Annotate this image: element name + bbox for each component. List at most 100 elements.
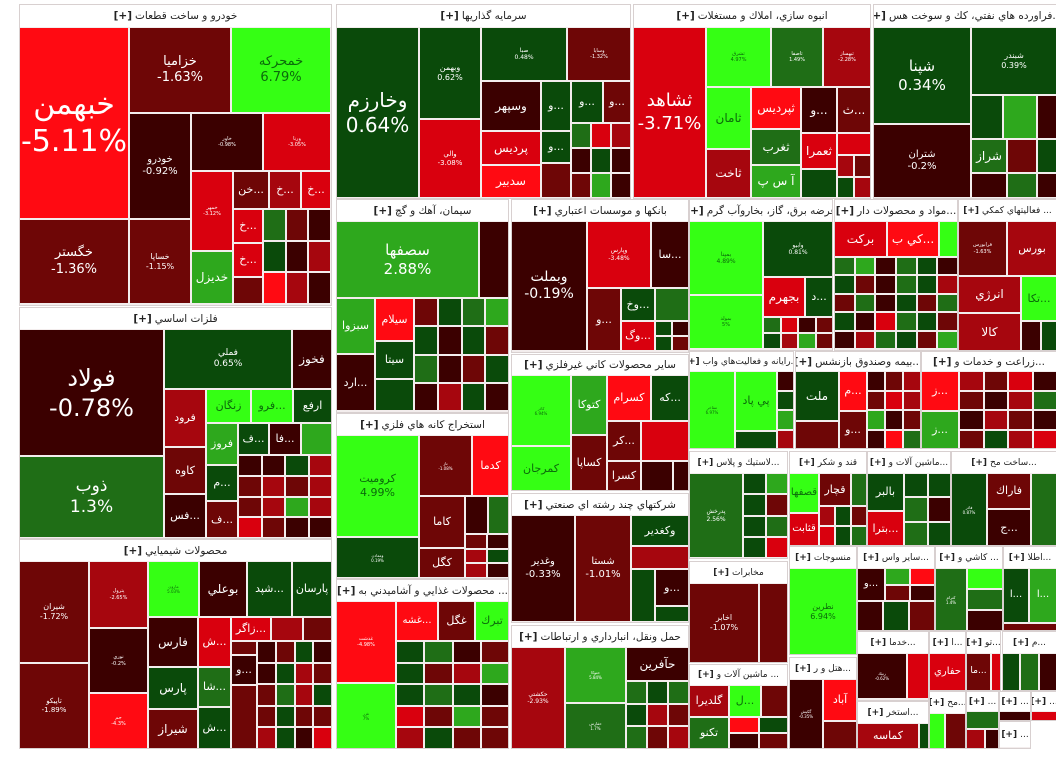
stock-tile[interactable]: والي -3.08% [420,120,480,197]
stock-tile[interactable] [858,602,882,630]
stock-tile[interactable]: فملي 0.65% [165,330,291,388]
stock-tile[interactable] [239,518,261,537]
stock-tile[interactable]: ...شپد [248,562,291,616]
stock-tile[interactable] [234,278,262,303]
stock-tile[interactable]: كسرا [608,462,640,490]
stock-tile[interactable]: وابيو 0.81% [764,222,832,276]
expand-sector-button[interactable]: [+] [971,457,988,468]
expand-sector-button[interactable]: [+] [939,552,956,563]
stock-tile[interactable] [264,273,285,303]
stock-tile[interactable] [799,318,815,332]
stock-tile[interactable]: ...ل [730,686,760,716]
stock-tile[interactable] [310,518,331,537]
sector-header[interactable]: انبوه سازي، املاك و مستغلات [+] [634,5,870,27]
stock-tile[interactable] [824,722,856,748]
stock-tile[interactable] [835,332,854,348]
expand-sector-button[interactable]: [+] [524,359,543,371]
stock-tile[interactable] [904,431,920,448]
stock-tile[interactable]: ...و [604,82,630,122]
stock-tile[interactable]: شيران -1.72% [20,562,88,662]
expand-sector-button[interactable]: [+] [869,457,886,468]
expand-sector-button[interactable]: [+] [697,457,714,468]
stock-tile[interactable]: سبزوا [337,299,374,353]
stock-tile[interactable] [314,642,331,662]
stock-tile[interactable] [286,477,308,496]
stock-tile[interactable] [425,685,452,705]
stock-tile[interactable]: حتوكا 5.84% [566,648,625,702]
sector-header[interactable]: ...ساخت مح [+] [952,452,1056,473]
stock-tile[interactable] [835,295,854,311]
stock-tile[interactable]: شبندر 0.39% [972,28,1056,94]
stock-tile[interactable] [466,497,487,533]
stock-tile[interactable] [767,517,787,536]
stock-tile[interactable] [542,164,570,197]
stock-tile[interactable] [876,295,895,311]
stock-tile[interactable]: ...د [806,278,832,316]
stock-tile[interactable] [296,642,312,662]
expand-sector-button[interactable]: [+] [1013,637,1029,648]
sector-header[interactable]: ...استخر [+] [858,702,928,723]
stock-tile[interactable] [310,477,331,496]
stock-tile[interactable] [1008,174,1036,197]
stock-tile[interactable]: كاذر 6.94% [512,376,570,445]
stock-tile[interactable] [632,547,688,568]
stock-tile[interactable]: بوعلي [200,562,246,616]
stock-tile[interactable] [263,477,284,496]
stock-tile[interactable] [486,327,508,354]
stock-tile[interactable] [482,728,508,748]
stock-tile[interactable]: وخارزم 0.64% [337,28,418,197]
expand-sector-button[interactable]: [+] [519,630,538,643]
stock-tile[interactable]: ...و [542,82,570,130]
stock-tile[interactable] [736,432,776,448]
stock-tile[interactable]: ...م [207,466,237,500]
stock-tile[interactable]: حآفرين [627,648,688,680]
stock-tile[interactable] [938,276,957,293]
stock-tile[interactable]: ...بترا [868,512,903,545]
stock-tile[interactable] [868,431,884,448]
sector-header[interactable]: ...[+] [1032,692,1056,711]
stock-tile[interactable]: ...و [232,656,256,684]
stock-tile[interactable] [886,372,902,390]
sector-header[interactable]: ...لاستيك و پلاس [+] [690,452,787,473]
expand-sector-button[interactable]: [+] [794,663,811,674]
stock-tile[interactable]: ...خ [234,244,262,276]
stock-tile[interactable] [918,258,936,274]
stock-tile[interactable]: ...كر [608,422,640,460]
stock-tile[interactable] [744,495,765,515]
stock-tile[interactable] [397,685,423,705]
expand-sector-button[interactable]: [+] [133,312,152,325]
stock-tile[interactable] [627,705,646,725]
stock-tile[interactable] [592,149,610,172]
stock-tile[interactable] [911,586,934,600]
stock-tile[interactable] [314,664,331,683]
stock-tile[interactable]: خديزل [192,252,232,303]
expand-sector-button[interactable]: [+] [967,637,983,648]
stock-tile[interactable] [876,313,895,330]
stock-tile[interactable] [232,642,256,654]
stock-tile[interactable] [488,564,508,577]
expand-sector-button[interactable]: [+] [932,637,949,648]
stock-tile[interactable] [592,124,610,147]
stock-tile[interactable]: فخوز [293,330,331,388]
sector-header[interactable]: عرضه برق، گاز، بخاروآب گرم[+] [690,200,832,221]
sector-header[interactable]: قند و شكر [+] [790,452,866,473]
stock-tile[interactable] [309,210,330,240]
stock-tile[interactable] [911,569,934,584]
stock-tile[interactable] [1009,431,1032,448]
stock-tile[interactable] [852,527,866,545]
stock-tile[interactable] [767,538,787,557]
stock-tile[interactable] [674,462,688,490]
stock-tile[interactable] [744,538,765,557]
stock-tile[interactable]: جم -4.3% [90,694,147,748]
stock-tile[interactable] [1000,712,1030,720]
stock-tile[interactable]: ...فس [165,495,205,537]
expand-sector-button[interactable]: [+] [690,356,700,367]
stock-tile[interactable]: تاز -1.08% [420,436,471,495]
stock-tile[interactable]: ...ف [239,424,268,454]
sector-header[interactable]: ... محصولات غذايي و آشاميدني به [+] [337,580,508,601]
expand-sector-button[interactable]: [+] [1001,696,1018,707]
stock-tile[interactable]: ثبهساز -2.28% [824,28,870,86]
sector-header[interactable]: ...فراورده هاي نفتي، كك و سوخت هس[+] [874,5,1056,27]
stock-tile[interactable] [820,507,834,525]
stock-tile[interactable]: ومعادن 0.19% [337,538,418,577]
